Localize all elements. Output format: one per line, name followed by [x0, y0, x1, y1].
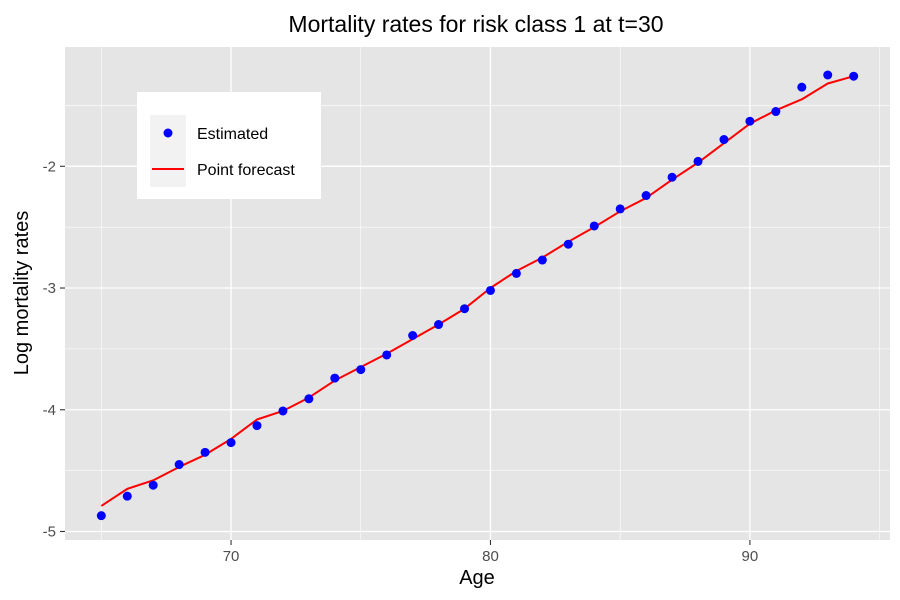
estimated-point	[278, 406, 288, 416]
y-tick-label: -5	[43, 523, 56, 540]
estimated-point	[693, 156, 703, 166]
legend-key-estimated	[163, 128, 173, 138]
points-layer	[96, 70, 859, 521]
estimated-point	[797, 82, 807, 92]
estimated-point	[434, 320, 444, 330]
estimated-point	[589, 221, 599, 231]
x-tick-label: 80	[482, 548, 499, 565]
estimated-point	[849, 71, 859, 81]
estimated-point	[356, 365, 366, 375]
legend: Estimated Point forecast	[137, 92, 321, 199]
y-axis-title: Log mortality rates	[11, 211, 33, 376]
estimated-point	[200, 447, 210, 457]
estimated-point	[96, 511, 106, 521]
x-axis-title: Age	[459, 567, 495, 589]
estimated-point	[252, 421, 262, 431]
estimated-point	[745, 116, 755, 126]
estimated-point	[122, 491, 132, 501]
estimated-point	[563, 239, 573, 249]
estimated-point	[304, 394, 314, 404]
estimated-point	[615, 204, 625, 214]
estimated-point	[226, 438, 236, 448]
estimated-point	[382, 350, 392, 360]
estimated-point	[771, 107, 781, 117]
estimated-point	[537, 255, 547, 265]
estimated-point	[823, 70, 833, 80]
estimated-point	[719, 135, 729, 145]
x-tick-label: 90	[742, 548, 759, 565]
estimated-point	[408, 330, 418, 340]
estimated-point	[667, 172, 677, 182]
estimated-point	[641, 191, 651, 201]
y-tick-label: -4	[43, 402, 56, 419]
estimated-point	[330, 373, 340, 383]
y-tick-label: -3	[43, 280, 56, 297]
estimated-point	[485, 285, 495, 295]
ticks-layer	[60, 165, 751, 545]
legend-label-estimated: Estimated	[197, 126, 268, 143]
estimated-point	[148, 480, 158, 490]
y-tick-label: -2	[43, 158, 56, 175]
estimated-point	[460, 304, 470, 314]
estimated-point	[174, 460, 184, 470]
legend-label-forecast: Point forecast	[197, 162, 295, 179]
estimated-point	[511, 268, 521, 278]
chart-title: Mortality rates for risk class 1 at t=30	[288, 11, 663, 37]
x-tick-label: 70	[223, 548, 240, 565]
tick-labels: 70 80 90 -5 -4 -3 -2	[43, 158, 759, 565]
